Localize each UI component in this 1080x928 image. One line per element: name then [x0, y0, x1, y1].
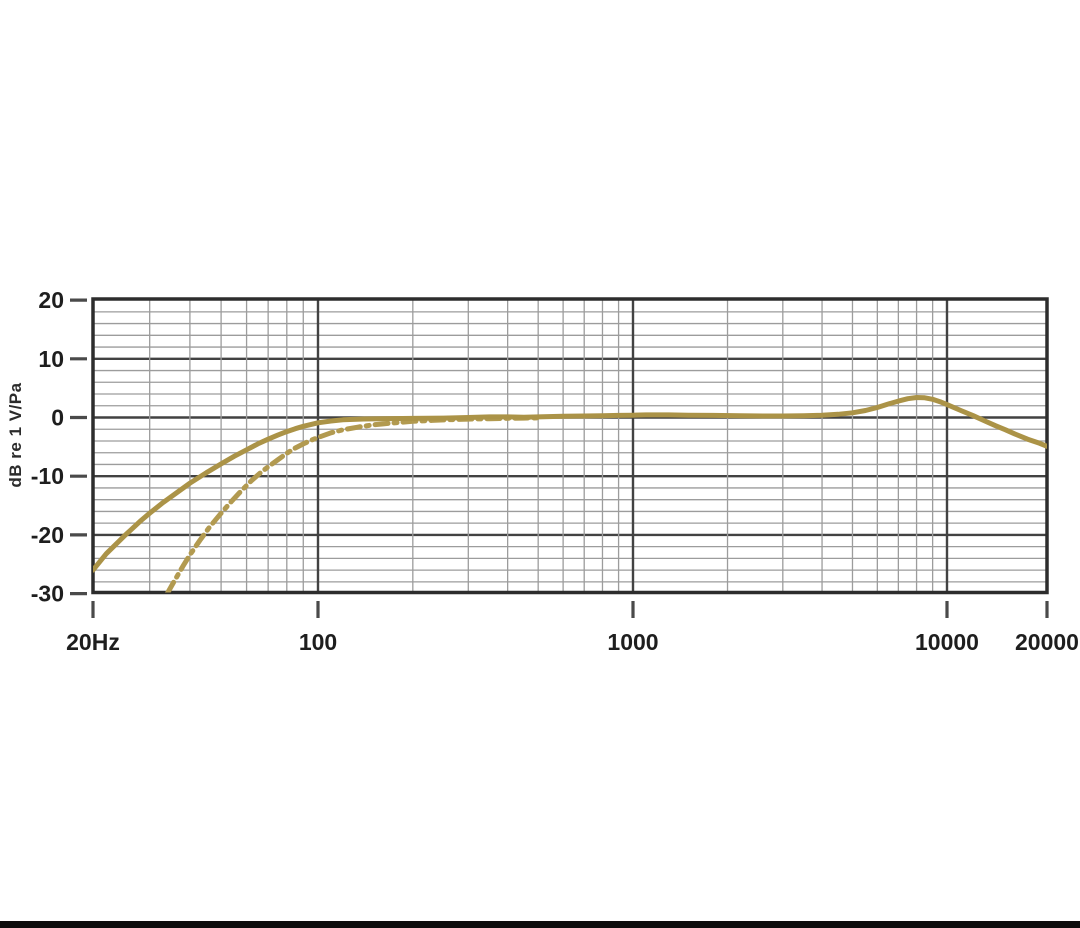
y-tick-label: -30 [31, 581, 64, 607]
y-tick-label: 0 [51, 405, 64, 431]
curve-main-response-solid [93, 395, 1047, 573]
x-tick-label: 10000 [915, 629, 979, 655]
bottom-border-bar [0, 921, 1080, 928]
y-tick-label: -20 [31, 522, 64, 548]
plot-grid [91, 297, 1049, 595]
curve-flat-response-dash-dot [164, 415, 541, 593]
x-tick-label: 20000 [1015, 629, 1079, 655]
x-tick-label: 100 [299, 629, 337, 655]
response-curves [93, 395, 1047, 593]
x-tick-label: 20Hz [66, 629, 120, 655]
x-tick-label: 1000 [607, 629, 658, 655]
y-tick-label: 10 [38, 346, 64, 372]
y-tick-label: 20 [38, 287, 64, 313]
y-axis-title: dB re 1 V/Pa [6, 382, 25, 488]
plot-border [91, 297, 1049, 595]
y-tick-label: -10 [31, 463, 64, 489]
